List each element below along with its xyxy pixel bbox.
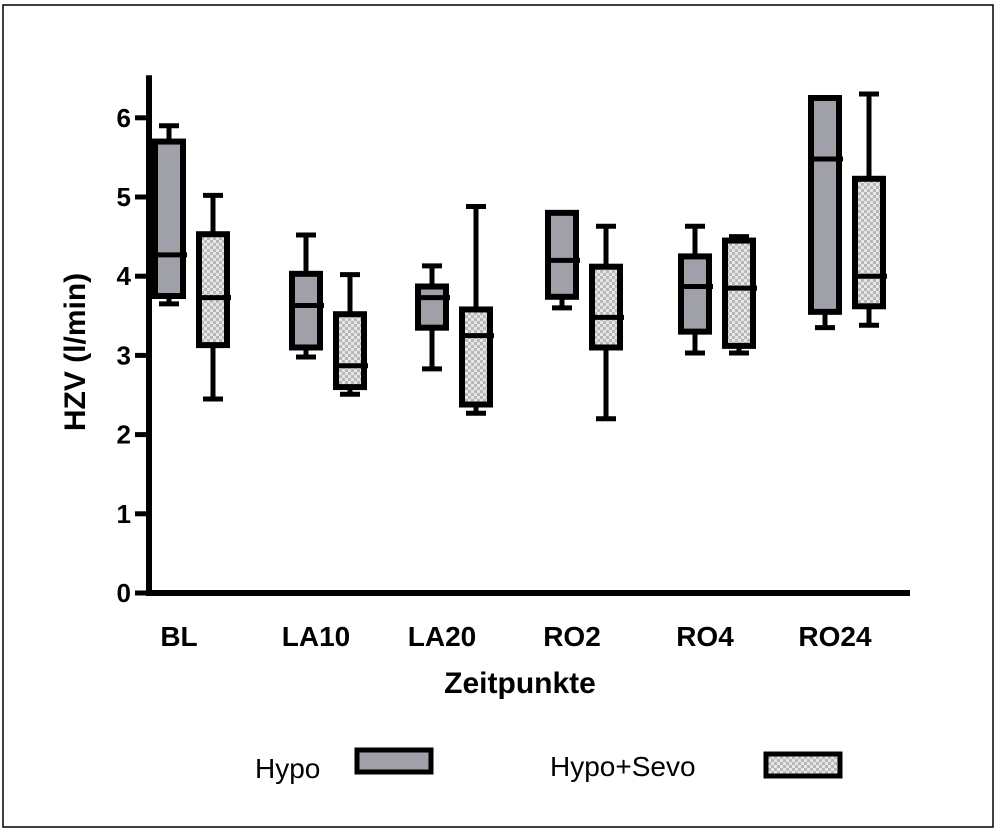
box-hypo-sevo-la10 <box>333 272 368 397</box>
iqr-box <box>196 231 230 349</box>
box-hypo-sevo-bl <box>196 192 231 402</box>
legend-swatch-hypo-sevo <box>763 751 843 779</box>
box-hypo-sevo-ro4 <box>722 234 757 356</box>
y-tick-label-4: 4 <box>117 261 132 291</box>
iqr-box <box>415 283 449 331</box>
x-tick-label-LA20: LA20 <box>408 621 476 652</box>
box-hypo-sevo-ro24 <box>852 91 887 328</box>
y-tick-label-6: 6 <box>117 103 131 133</box>
x-axis-title: Zeitpunkte <box>444 667 596 700</box>
box-series <box>152 91 887 422</box>
box-hypo-bl <box>152 123 187 307</box>
legend-swatch-hypo <box>354 747 434 775</box>
y-tick-label-0: 0 <box>117 578 131 608</box>
box-hypo-ro24 <box>808 95 843 331</box>
iqr-box <box>545 209 579 300</box>
box-hypo-la20 <box>415 263 450 372</box>
iqr-box <box>289 270 323 351</box>
y-tick-label-3: 3 <box>117 340 131 370</box>
box-hypo-ro2 <box>545 209 580 311</box>
y-tick-label-1: 1 <box>117 499 131 529</box>
box-hypo-la10 <box>289 232 324 360</box>
iqr-box <box>459 306 493 408</box>
legend: Hypo Hypo+Sevo <box>255 747 843 784</box>
x-tick-label-LA10: LA10 <box>282 621 350 652</box>
iqr-box <box>589 263 623 351</box>
iqr-box <box>722 237 756 349</box>
iqr-box <box>152 138 186 299</box>
legend-label-hypo-sevo: Hypo+Sevo <box>550 751 696 782</box>
x-tick-label-RO4: RO4 <box>676 621 734 652</box>
y-axis-title: HZV (l/min) <box>59 273 92 431</box>
x-axis: BL LA10 LA20 RO2 RO4 RO24 <box>146 590 910 652</box>
x-tick-label-RO2: RO2 <box>543 621 601 652</box>
y-axis: 0 1 2 3 4 5 6 <box>117 75 152 608</box>
iqr-box <box>808 95 842 315</box>
iqr-box <box>852 175 886 310</box>
x-tick-label-BL: BL <box>160 621 197 652</box>
legend-label-hypo: Hypo <box>255 753 320 784</box>
iqr-box <box>333 311 367 391</box>
x-tick-label-RO24: RO24 <box>798 621 872 652</box>
y-tick-label-2: 2 <box>117 420 131 450</box>
box-hypo-sevo-ro2 <box>589 223 624 422</box>
box-hypo-ro4 <box>678 223 713 356</box>
iqr-box <box>678 253 712 335</box>
box-hypo-sevo-la20 <box>459 204 494 416</box>
y-tick-label-5: 5 <box>117 182 131 212</box>
